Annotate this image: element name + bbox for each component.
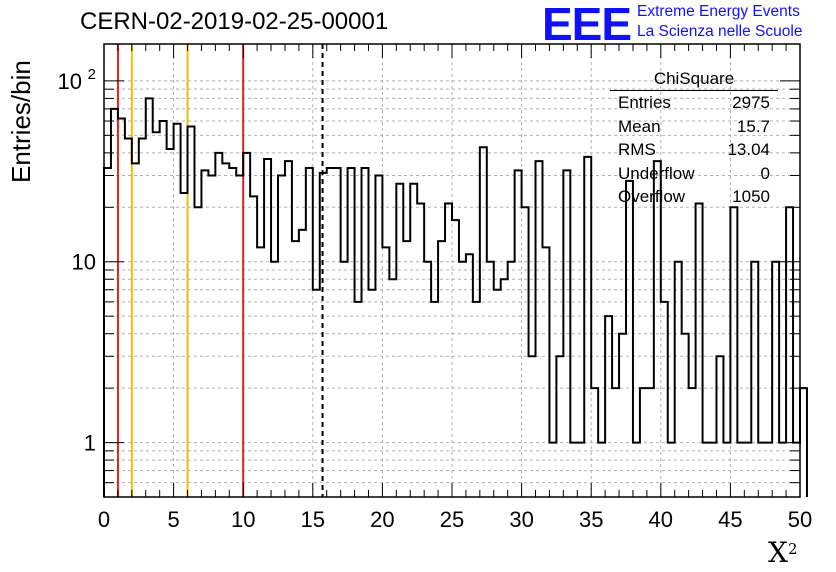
- logo-line-1: Extreme Energy Events: [637, 3, 800, 20]
- stats-row-rms: RMS 13.04: [608, 138, 778, 162]
- y-tick-label: 10: [72, 250, 96, 275]
- x-axis-label-superscript: 2: [787, 540, 798, 558]
- x-axis-label: X2: [768, 536, 797, 569]
- stats-box-title: ChiSquare: [610, 68, 778, 91]
- x-tick-label: 5: [167, 507, 179, 532]
- logo-line-2: La Scienza nelle Scuole: [637, 23, 803, 40]
- stats-row-mean: Mean 15.7: [608, 115, 778, 139]
- x-tick-label: 40: [649, 507, 673, 532]
- histogram-outline: [103, 97, 808, 497]
- stats-row-overflow: Overflow 1050: [608, 185, 778, 209]
- chart-title: CERN-02-2019-02-25-00001: [80, 8, 389, 35]
- x-tick-label: 45: [718, 507, 742, 532]
- x-tick-label: 10: [231, 507, 255, 532]
- y-axis-label: Entries/bin: [6, 60, 36, 183]
- y-tick-exponent: 2: [88, 66, 96, 83]
- stats-label: Mean: [618, 116, 661, 136]
- eee-logo: EEE: [542, 0, 632, 50]
- stats-value: 1050: [732, 187, 770, 207]
- stats-row-entries: Entries 2975: [608, 91, 778, 115]
- stats-label: Underflow: [618, 163, 695, 183]
- stats-label: Overflow: [618, 187, 686, 207]
- x-tick-label: 20: [370, 507, 394, 532]
- axis-tick-labels: 0 5 10 15 20 25 30 35 40 45 50 1 10 10 2: [58, 66, 813, 532]
- stats-value: 13.04: [727, 140, 770, 160]
- x-tick-label: 0: [98, 507, 110, 532]
- stats-value: 2975: [732, 93, 770, 112]
- x-tick-label: 35: [579, 507, 603, 532]
- x-tick-label: 50: [788, 507, 812, 532]
- axis-ticks: [103, 44, 801, 498]
- histogram-series: [103, 97, 808, 497]
- x-tick-label: 25: [440, 507, 464, 532]
- stats-value: 0: [760, 163, 770, 183]
- x-axis-label-base: X: [768, 536, 788, 569]
- grid-lines: [103, 44, 801, 498]
- stats-box: ChiSquare Entries 2975 Mean 15.7 RMS 13.…: [608, 68, 778, 209]
- stats-row-underflow: Underflow 0: [608, 162, 778, 186]
- stats-label: RMS: [618, 140, 656, 160]
- x-tick-label: 15: [301, 507, 325, 532]
- y-tick-label: 1: [84, 431, 96, 456]
- stats-label: Entries: [618, 93, 671, 112]
- x-tick-label: 30: [509, 507, 533, 532]
- stats-value: 15.7: [736, 116, 770, 136]
- y-tick-label: 10: [58, 69, 82, 94]
- reference-lines: [116, 44, 324, 497]
